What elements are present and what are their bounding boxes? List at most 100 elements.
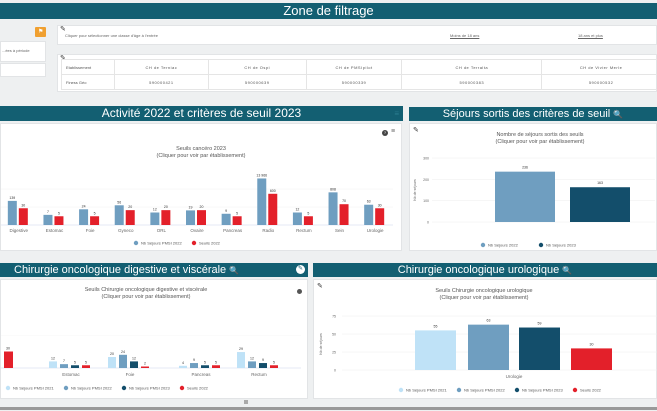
data-bar[interactable] xyxy=(114,205,124,225)
data-bar[interactable] xyxy=(179,365,187,368)
data-bar[interactable] xyxy=(232,216,242,225)
finess-value: 590000532 xyxy=(541,74,657,90)
chart-title: Nombre de séjours sortis des seuils (Cli… xyxy=(450,132,630,146)
data-bar[interactable] xyxy=(292,212,302,225)
pencil-icon[interactable]: ✎ xyxy=(60,55,66,62)
data-bar[interactable] xyxy=(186,210,195,225)
data-bar[interactable] xyxy=(108,357,116,368)
legend-label: Nb Séjours PMSI 2022 xyxy=(141,241,182,246)
search-icon[interactable]: 🔍 xyxy=(613,110,624,119)
legend-marker xyxy=(63,385,69,391)
data-bar[interactable] xyxy=(18,208,28,225)
data-label: 70 xyxy=(342,199,346,203)
data-bar[interactable] xyxy=(90,216,100,225)
data-bar[interactable] xyxy=(571,348,612,370)
x-tick-label: Pancreas xyxy=(223,228,243,233)
data-bar[interactable] xyxy=(375,208,385,225)
data-bar[interactable] xyxy=(257,178,267,225)
establishment-name[interactable]: CH de Ospi xyxy=(207,59,307,75)
chart-menu-icon[interactable]: ≡ xyxy=(391,128,396,135)
menu-icon[interactable]: ≡ xyxy=(394,109,399,118)
data-bar[interactable] xyxy=(43,214,53,225)
data-bar[interactable] xyxy=(150,212,160,225)
data-bar[interactable] xyxy=(201,365,209,368)
establishment-name[interactable]: CH de Vivier Merle xyxy=(541,59,657,75)
help-icon[interactable] xyxy=(297,289,302,294)
legend-label: Seuils 2022 xyxy=(580,388,602,393)
data-bar[interactable] xyxy=(49,361,57,368)
data-label: 30 xyxy=(6,347,10,351)
age-option-18-plus[interactable]: 18 ans et plus xyxy=(578,33,603,38)
data-bar[interactable] xyxy=(125,210,135,225)
chart-title-text: Seuils Chirurgie oncologique digestive e… xyxy=(84,287,208,293)
data-bar[interactable] xyxy=(519,327,560,370)
data-bar[interactable] xyxy=(4,351,13,369)
data-bar[interactable] xyxy=(7,200,17,225)
digestive-chart-panel: Seuils Chirurgie oncologique digestive e… xyxy=(0,279,308,399)
sejours-sortis-chart[interactable]: 0 100 200 300 Nb de séjours 236 163 Nb Séjours … xyxy=(410,152,657,252)
data-bar[interactable] xyxy=(415,330,456,370)
search-icon[interactable]: 🔍 xyxy=(229,266,240,275)
data-bar[interactable] xyxy=(60,364,68,368)
pencil-icon[interactable]: ✎ xyxy=(317,283,323,290)
data-bar[interactable] xyxy=(79,209,89,225)
pencil-icon[interactable]: ✎ xyxy=(60,26,66,33)
period-selector[interactable]: ...ées à période xyxy=(0,41,46,62)
data-label: 5 xyxy=(58,211,60,215)
data-bar[interactable] xyxy=(339,204,349,225)
establishment-name[interactable]: CH de Terniac xyxy=(113,59,209,75)
pencil-icon[interactable]: ✎ xyxy=(413,127,419,134)
x-tick-label: Rectum xyxy=(296,228,312,233)
x-tick-label: Urologie xyxy=(506,374,523,379)
data-label: 19 xyxy=(189,205,193,209)
data-bar[interactable] xyxy=(268,193,278,225)
chirurgie-urologique-chart[interactable]: 0 25 50 75 Nb de séjours 55 63 59 30 Urologie Nb S… xyxy=(314,308,657,400)
data-bar[interactable] xyxy=(468,324,509,370)
data-bar[interactable] xyxy=(130,361,138,368)
data-bar[interactable] xyxy=(221,213,231,225)
help-icon[interactable]: ? xyxy=(382,130,388,136)
activity-banner: Activité 2022 et critères de seuil 2023 … xyxy=(0,106,403,121)
data-bar[interactable] xyxy=(119,354,127,368)
data-bar[interactable] xyxy=(212,365,220,368)
x-tick-label: Gyneco xyxy=(118,228,134,233)
data-bar[interactable] xyxy=(364,204,374,225)
data-bar[interactable] xyxy=(270,365,278,368)
data-label: 30 xyxy=(21,203,25,207)
data-bar[interactable] xyxy=(197,210,206,225)
legend-label: Seuils 2022 xyxy=(187,386,209,391)
x-tick-label: Ovaire xyxy=(190,228,204,233)
data-bar[interactable] xyxy=(71,365,79,368)
data-bar[interactable] xyxy=(570,187,630,222)
data-bar[interactable] xyxy=(237,352,245,368)
data-bar[interactable] xyxy=(328,192,338,225)
search-icon[interactable]: 🔍 xyxy=(562,266,573,275)
establishment-name[interactable]: CH de PMSIpilot xyxy=(305,59,403,75)
data-bar[interactable] xyxy=(190,363,198,368)
seuils-cancero-chart[interactable]: 139 30 Digestive 7 5 Estomac 24 5 Foie 56 20 Gyneco… xyxy=(1,169,403,251)
data-label: 5 xyxy=(204,360,206,364)
age-option-under-18[interactable]: Moins de 18 ans xyxy=(450,33,480,38)
data-bar[interactable] xyxy=(259,363,267,368)
data-label: 20 xyxy=(110,352,114,356)
digestive-banner: Chirurgie oncologique digestive et viscé… xyxy=(0,263,308,277)
chirurgie-digestive-chart[interactable]: 30 12 7 5 5 Estomac 20 24 12 2 Foie 4 9 5 5 Pancreas 29 1… xyxy=(1,335,309,399)
data-label: 20 xyxy=(200,205,204,209)
legend-marker xyxy=(456,387,462,393)
data-bar[interactable] xyxy=(495,171,555,222)
data-bar[interactable] xyxy=(141,366,149,369)
edit-icon[interactable]: ✎ xyxy=(296,265,305,274)
data-label: 9 xyxy=(262,358,264,362)
data-bar[interactable] xyxy=(54,216,64,225)
establishment-name[interactable]: CH de Terralta xyxy=(401,59,543,75)
data-bar[interactable] xyxy=(161,210,171,225)
data-label: 4 xyxy=(182,361,184,365)
filter-toggle-button[interactable]: ⚑ xyxy=(35,27,46,37)
resize-handle[interactable] xyxy=(244,400,248,404)
data-bar[interactable] xyxy=(248,361,256,368)
horizontal-scrollbar[interactable] xyxy=(0,407,657,410)
data-bar[interactable] xyxy=(303,216,313,225)
period-selector-2[interactable] xyxy=(0,63,46,77)
legend-label: Nb Séjours PMSI 2022 xyxy=(71,386,112,391)
data-bar[interactable] xyxy=(82,365,90,368)
